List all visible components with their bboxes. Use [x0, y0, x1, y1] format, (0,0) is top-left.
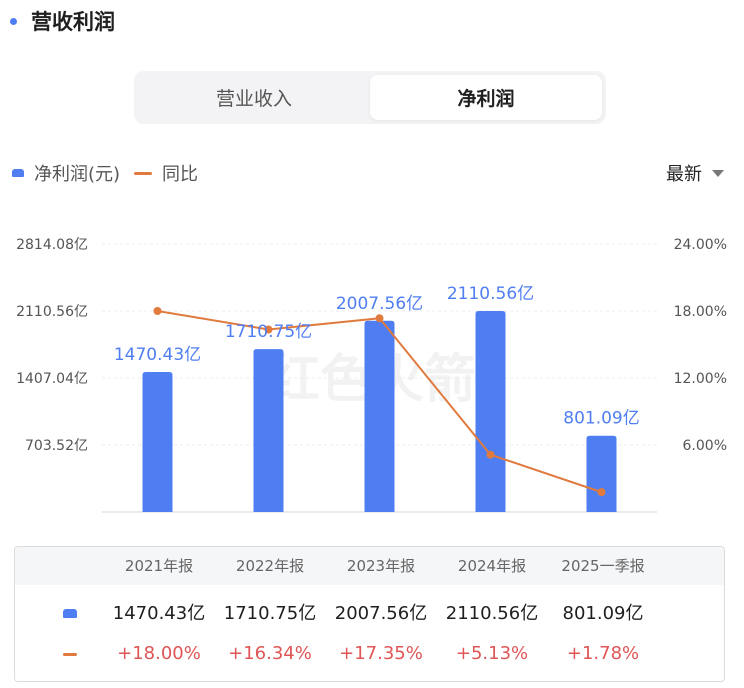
bar — [253, 349, 284, 512]
left-axis-tick-label: 703.52亿 — [25, 438, 88, 454]
legend-bar-label: 净利润(元) — [34, 164, 121, 185]
profit-chart: 红色火箭703.52亿6.00%1407.04亿12.00%2110.56亿18… — [16, 237, 727, 513]
right-axis-tick-label: 12.00% — [674, 371, 727, 387]
bar — [475, 311, 506, 512]
bar — [364, 320, 395, 512]
bar-value-label: 801.09亿 — [563, 409, 639, 429]
left-axis-tick-label: 1407.04亿 — [16, 371, 88, 387]
data-table: 2021年报 2022年报 2023年报 2024年报 2025一季报 1470… — [14, 546, 725, 682]
yoy-point — [264, 325, 273, 334]
yoy-point — [375, 314, 384, 323]
table-yoy-cell: +16.34% — [228, 643, 312, 664]
table-yoy-cell: +17.35% — [339, 643, 423, 664]
bar — [586, 435, 617, 512]
right-axis-tick-label: 6.00% — [683, 438, 727, 454]
title-dot-icon — [10, 17, 17, 25]
yoy-point — [486, 450, 495, 459]
bar-value-label: 1710.75亿 — [225, 322, 312, 342]
bar-value-label: 1470.43亿 — [114, 345, 201, 365]
right-axis-tick-label: 24.00% — [674, 237, 727, 253]
right-axis-tick-label: 18.00% — [674, 304, 727, 320]
sort-dropdown[interactable]: 最新 — [666, 160, 724, 186]
table-yoy-cell: +5.13% — [455, 643, 529, 664]
tab-switcher: 营业收入 净利润 — [134, 71, 606, 124]
tab-revenue[interactable]: 营业收入 — [215, 88, 292, 110]
bar-value-label: 2110.56亿 — [447, 284, 534, 304]
section-title: 营收利润 — [31, 10, 115, 34]
bar-value-label: 2007.56亿 — [336, 294, 423, 314]
table-header: 2021年报 2022年报 2023年报 2024年报 2025一季报 — [15, 547, 724, 585]
table-value-cell: 1470.43亿 — [112, 603, 206, 624]
line-legend-icon — [134, 171, 153, 175]
left-axis-tick-label: 2110.56亿 — [16, 304, 88, 320]
table-header-cell: 2023年报 — [346, 557, 416, 575]
table-value-cell: 801.09亿 — [562, 603, 644, 624]
sort-label: 最新 — [666, 164, 702, 185]
bar-row-icon — [63, 609, 77, 618]
table-value-cell: 2007.56亿 — [334, 603, 428, 624]
table-header-cell: 2024年报 — [457, 557, 527, 575]
left-axis-tick-label: 2814.08亿 — [16, 237, 88, 253]
table-yoy-cell: +1.78% — [566, 643, 640, 664]
yoy-point — [153, 307, 162, 315]
table-value-cell: 1710.75亿 — [223, 603, 317, 624]
table-value-cell: 2110.56亿 — [445, 603, 539, 624]
section-header: 营收利润 — [10, 6, 115, 36]
line-row-icon — [63, 653, 77, 656]
tab-net-profit[interactable]: 净利润 — [370, 75, 602, 120]
table-header-cell: 2021年报 — [124, 557, 194, 575]
table-header-cell: 2025一季报 — [561, 557, 645, 575]
caret-down-icon — [712, 169, 724, 177]
bar — [142, 371, 173, 512]
legend-line-label: 同比 — [162, 164, 199, 185]
table-header-cell: 2022年报 — [235, 557, 305, 575]
yoy-point — [597, 488, 606, 497]
bar-legend-icon — [12, 169, 24, 177]
table-yoy-cell: +18.00% — [117, 643, 201, 664]
chart-legend: 净利润(元) 同比 — [12, 160, 198, 186]
